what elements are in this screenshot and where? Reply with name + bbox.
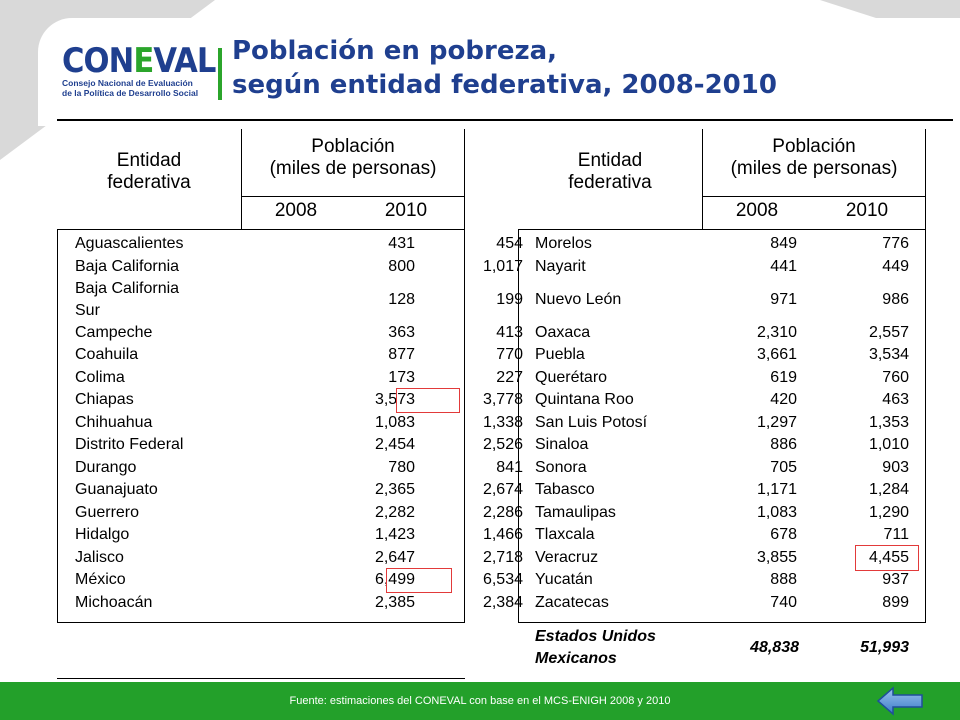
- table-row: Aguascalientes 431 454: [75, 235, 523, 252]
- right-population-header: Población (miles de personas): [730, 136, 898, 179]
- table-row: Nuevo León 971 986: [535, 291, 909, 308]
- table-row: Morelos 849 776: [535, 235, 909, 252]
- page-title-line1: Población en pobreza,: [232, 36, 558, 66]
- left-table-right-edge: [464, 229, 465, 623]
- right-header-bottom-rule: [518, 229, 926, 230]
- table-row: Coahuila 877 770: [75, 346, 523, 363]
- left-population-header: Población (miles de personas): [269, 136, 437, 179]
- table-row: Michoacán 2,385 2,384: [75, 594, 523, 611]
- back-button[interactable]: [876, 686, 924, 716]
- highlight-veracruz-2010: [855, 545, 919, 571]
- table-row: Campeche 363 413: [75, 324, 523, 341]
- table-row: Tamaulipas 1,083 1,290: [535, 504, 909, 521]
- table-row: Tlaxcala 678 711: [535, 526, 909, 543]
- left-year-rule: [241, 196, 465, 197]
- logo-tagline-1: Consejo Nacional de Evaluación: [62, 78, 193, 88]
- table-row: Jalisco 2,647 2,718: [75, 549, 523, 566]
- table-row: Zacatecas 740 899: [535, 594, 909, 611]
- right-year-rule: [702, 196, 926, 197]
- table-row: Yucatán 888 937: [535, 571, 909, 588]
- table-row: Durango 780 841: [75, 459, 523, 476]
- left-edge-divider: [464, 129, 465, 229]
- table-row: Sinaloa 886 1,010: [535, 436, 909, 453]
- left-header-bottom-rule: [57, 229, 465, 230]
- table-top-rule: [57, 119, 953, 121]
- table-row: Chihuahua 1,083 1,338: [75, 414, 523, 431]
- left-col-divider: [241, 129, 242, 229]
- highlight-chiapas-2010: [396, 388, 460, 413]
- footer-source: Fuente: estimaciones del CONEVAL con bas…: [289, 695, 671, 707]
- logo-wordmark: CONEVAL: [62, 41, 216, 81]
- total-2010: 51,993: [860, 639, 909, 656]
- table-row: Guerrero 2,282 2,286: [75, 504, 523, 521]
- right-mid-rule: [518, 622, 926, 623]
- table-row: Distrito Federal 2,454 2,526: [75, 436, 523, 453]
- table-row: Guanajuato 2,365 2,674: [75, 481, 523, 498]
- left-year-2010: 2010: [384, 200, 428, 221]
- table-row: Sonora 705 903: [535, 459, 909, 476]
- table-row: Baja California 800 1,017: [75, 258, 523, 275]
- back-arrow-icon: [876, 686, 923, 716]
- right-edge-divider: [925, 129, 926, 229]
- left-bottom-rule: [57, 622, 465, 623]
- footer-bar: Fuente: estimaciones del CONEVAL con bas…: [0, 682, 960, 720]
- highlight-mexico-2010: [386, 568, 452, 593]
- left-year-2008: 2008: [274, 200, 318, 221]
- table-row: Nayarit 441 449: [535, 258, 909, 275]
- table-row: Tabasco 1,171 1,284: [535, 481, 909, 498]
- total-2008: 48,838: [750, 639, 799, 656]
- table-row: Puebla 3,661 3,534: [535, 346, 909, 363]
- table-row: Veracruz 3,855 4,455: [535, 549, 909, 566]
- table-row: Chiapas 3,573 3,778: [75, 391, 523, 408]
- table-row: México 6,499 6,534: [75, 571, 523, 588]
- header-panel: [38, 18, 960, 126]
- table-row: Oaxaca 2,310 2,557: [535, 324, 909, 341]
- table-row: Quintana Roo 420 463: [535, 391, 909, 408]
- table-row: Colima 173 227: [75, 369, 523, 386]
- right-table-left-edge: [518, 229, 519, 623]
- table-row: Hidalgo 1,423 1,466: [75, 526, 523, 543]
- coneval-logo: CONEVAL Consejo Nacional de Evaluación d…: [62, 41, 216, 104]
- right-table-right-edge: [925, 229, 926, 623]
- left-end-rule: [57, 678, 465, 679]
- table-row: San Luis Potosí 1,297 1,353: [535, 414, 909, 431]
- table-row: Baja California Sur 128 199: [75, 280, 523, 319]
- right-entity-header: Entidad federativa: [568, 150, 652, 193]
- page-title-line2: según entidad federativa, 2008-2010: [232, 70, 777, 100]
- right-col-divider: [702, 129, 703, 229]
- left-table-left-edge: [57, 229, 58, 623]
- total-label: Estados Unidos Mexicanos: [535, 628, 656, 667]
- left-entity-header: Entidad federativa: [107, 150, 191, 193]
- page-title: Población en pobreza, según entidad fede…: [232, 34, 777, 102]
- logo-tagline-2: de la Política de Desarrollo Social: [62, 88, 199, 98]
- right-year-2008: 2008: [735, 200, 779, 221]
- right-year-2010: 2010: [845, 200, 889, 221]
- title-divider: [218, 48, 222, 100]
- table-row: Querétaro 619 760: [535, 369, 909, 386]
